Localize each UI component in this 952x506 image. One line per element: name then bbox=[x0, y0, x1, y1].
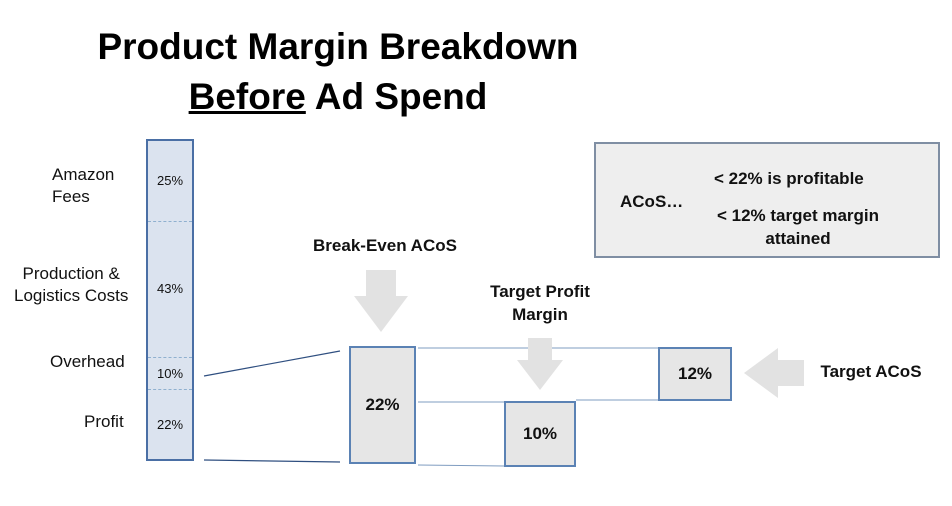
legend-line-target: < 12% target margin attained bbox=[716, 206, 880, 248]
stack-segment-label: 43% bbox=[156, 281, 184, 297]
target-profit-box: 10% bbox=[504, 401, 576, 467]
label-amazon-fees: Amazon Fees bbox=[52, 165, 115, 206]
subtitle-rest: Ad Spend bbox=[305, 76, 488, 117]
target-profit-label: Target Profit Margin bbox=[490, 282, 590, 324]
subtitle-underlined: Before bbox=[188, 76, 306, 117]
stack-segment: 22% bbox=[148, 389, 192, 459]
stack-segment-label: 25% bbox=[156, 173, 184, 189]
stack-segment-label: 22% bbox=[156, 416, 184, 432]
stack-separator bbox=[148, 220, 192, 222]
down-arrow-icon bbox=[517, 338, 563, 390]
break-even-box: 22% bbox=[349, 346, 416, 464]
break-even-label: Break-Even ACoS bbox=[313, 236, 457, 255]
break-even-value: 22% bbox=[365, 395, 400, 414]
page-title: Product Margin Breakdown bbox=[97, 26, 579, 67]
target-acos-value: 12% bbox=[677, 364, 713, 383]
margin-stack-bar: 25% 43% 10% 22% bbox=[146, 139, 194, 461]
label-overhead: Overhead bbox=[50, 352, 125, 371]
target-profit-value: 10% bbox=[522, 424, 558, 443]
stack-segment: 43% bbox=[148, 221, 192, 358]
left-arrow-icon bbox=[744, 348, 804, 398]
target-acos-label: Target ACoS bbox=[820, 362, 922, 381]
down-arrow-icon bbox=[354, 270, 408, 332]
guide-line-bottom bbox=[417, 464, 505, 467]
label-profit: Profit bbox=[84, 412, 124, 431]
connector-top-line bbox=[203, 350, 341, 377]
acos-legend-box: ACoS… < 22% is profitable < 12% target m… bbox=[594, 142, 940, 258]
target-acos-box: 12% bbox=[658, 347, 732, 401]
page-subtitle: Before Ad Spend bbox=[58, 72, 618, 122]
label-production: Production & Logistics Costs bbox=[14, 264, 129, 305]
stack-segment: 10% bbox=[148, 357, 192, 389]
connector-bottom-line bbox=[203, 459, 341, 463]
stack-segment: 25% bbox=[148, 141, 192, 221]
stack-segment-label: 10% bbox=[156, 365, 184, 381]
stack-separator bbox=[148, 389, 192, 391]
stack-separator bbox=[148, 357, 192, 359]
legend-prefix: ACoS… bbox=[620, 192, 684, 211]
legend-line-profitable: < 22% is profitable bbox=[714, 169, 864, 188]
